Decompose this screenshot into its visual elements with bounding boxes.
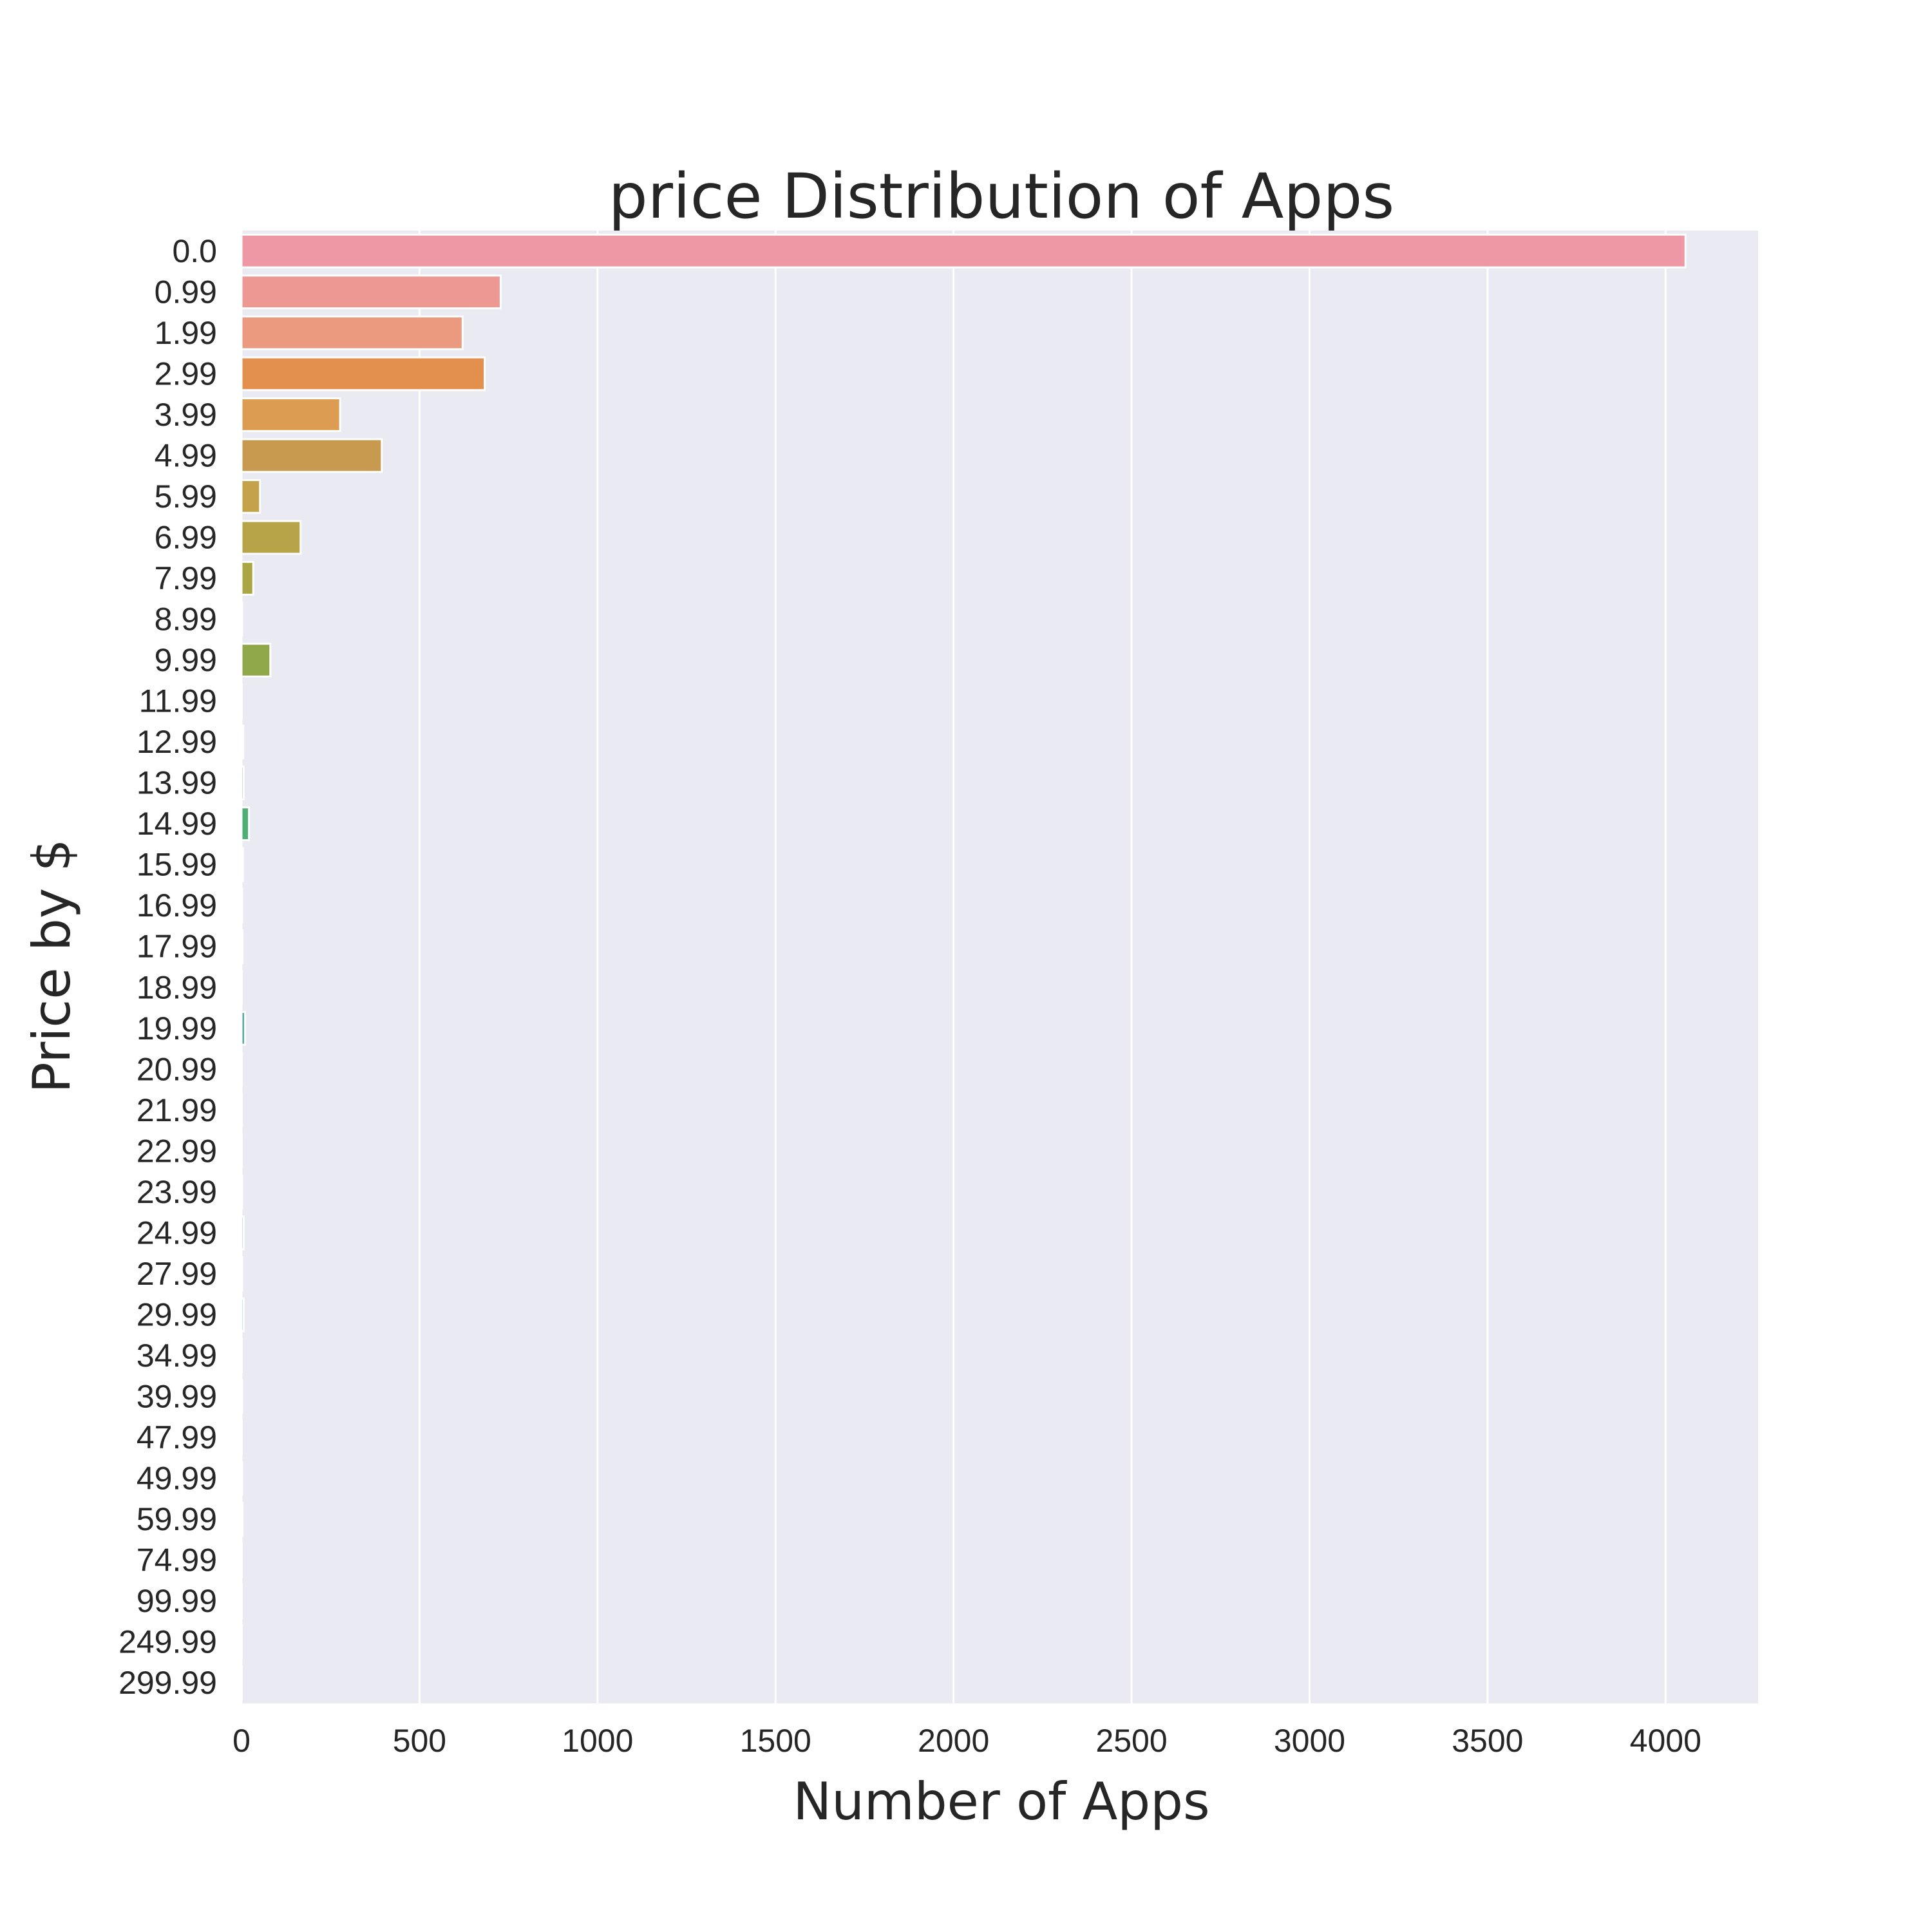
- y-tick-label: 13.99: [137, 765, 217, 801]
- bar: [240, 929, 244, 964]
- y-tick-label: 20.99: [137, 1051, 217, 1087]
- y-tick-label: 5.99: [155, 478, 217, 515]
- y-tick-label: 47.99: [137, 1419, 217, 1455]
- y-tick-label: 74.99: [137, 1542, 217, 1578]
- bar: [240, 479, 261, 514]
- bar: [240, 520, 302, 555]
- y-axis-label: Price by $: [22, 838, 82, 1093]
- x-axis-label: Number of Apps: [793, 1772, 1209, 1832]
- bar: [240, 315, 464, 350]
- y-tick-label: 39.99: [137, 1379, 217, 1415]
- y-tick-label: 11.99: [139, 683, 217, 719]
- y-tick-label: 23.99: [137, 1174, 217, 1210]
- chart-title: price Distribution of Apps: [609, 160, 1395, 232]
- bar: [240, 1215, 245, 1251]
- y-tick-label: 22.99: [137, 1133, 217, 1169]
- y-tick-label: 99.99: [137, 1583, 217, 1619]
- x-tick-labels: 0 500 1000 1500 2000 2500 3000 3500 4000: [232, 1723, 1701, 1759]
- x-tick-label: 4000: [1630, 1723, 1701, 1759]
- y-tick-label: 8.99: [155, 601, 217, 638]
- y-tick-label: 0.99: [155, 274, 217, 310]
- bars: [240, 233, 1687, 1701]
- x-tick-label: 500: [393, 1723, 446, 1759]
- y-tick-label: 16.99: [137, 887, 217, 923]
- y-tick-labels: 0.0 0.99 1.99 2.99 3.99 4.99 5.99 6.99 7.99 8.99 9…: [118, 233, 217, 1701]
- y-tick-label: 299.99: [118, 1665, 217, 1701]
- y-tick-label: 14.99: [137, 806, 217, 842]
- bar: [240, 1010, 247, 1046]
- y-tick-label: 12.99: [137, 724, 217, 760]
- x-tick-label: 1500: [740, 1723, 811, 1759]
- x-tick-label: 0: [232, 1723, 251, 1759]
- bar: [240, 1297, 245, 1332]
- y-tick-label: 27.99: [137, 1256, 217, 1292]
- bar: [240, 806, 251, 842]
- y-tick-label: 9.99: [155, 642, 217, 678]
- bar: [240, 356, 486, 392]
- bar: [240, 1502, 244, 1537]
- y-tick-label: 59.99: [137, 1501, 217, 1537]
- y-tick-label: 249.99: [118, 1624, 217, 1660]
- grid-lines: [240, 231, 1667, 1703]
- plot-area-background: [242, 231, 1758, 1703]
- bar: [240, 765, 245, 800]
- y-tick-label: 24.99: [137, 1215, 217, 1251]
- x-tick-label: 3500: [1452, 1723, 1523, 1759]
- bar: [240, 847, 244, 882]
- y-tick-label: 3.99: [155, 397, 217, 433]
- x-tick-label: 1000: [562, 1723, 633, 1759]
- y-tick-label: 2.99: [155, 355, 217, 392]
- y-tick-label: 15.99: [137, 847, 217, 883]
- bar: [240, 724, 245, 760]
- y-tick-label: 21.99: [137, 1092, 217, 1128]
- x-tick-label: 3000: [1274, 1723, 1345, 1759]
- y-tick-label: 29.99: [137, 1296, 217, 1332]
- y-tick-label: 34.99: [137, 1338, 217, 1374]
- y-tick-label: 4.99: [155, 437, 217, 473]
- x-tick-label: 2500: [1095, 1723, 1167, 1759]
- bar: [240, 561, 254, 596]
- y-tick-label: 17.99: [137, 929, 217, 965]
- y-tick-label: 19.99: [137, 1010, 217, 1046]
- y-tick-label: 0.0: [172, 233, 217, 269]
- y-tick-label: 49.99: [137, 1461, 217, 1497]
- bar: [240, 233, 1687, 269]
- bar: [240, 274, 502, 310]
- x-tick-label: 2000: [918, 1723, 989, 1759]
- y-tick-label: 18.99: [137, 969, 217, 1005]
- bar: [240, 643, 272, 677]
- y-tick-label: 1.99: [155, 315, 217, 351]
- bar: [240, 397, 341, 432]
- bar: [240, 438, 383, 473]
- y-tick-label: 6.99: [155, 519, 217, 555]
- y-tick-label: 7.99: [155, 560, 217, 596]
